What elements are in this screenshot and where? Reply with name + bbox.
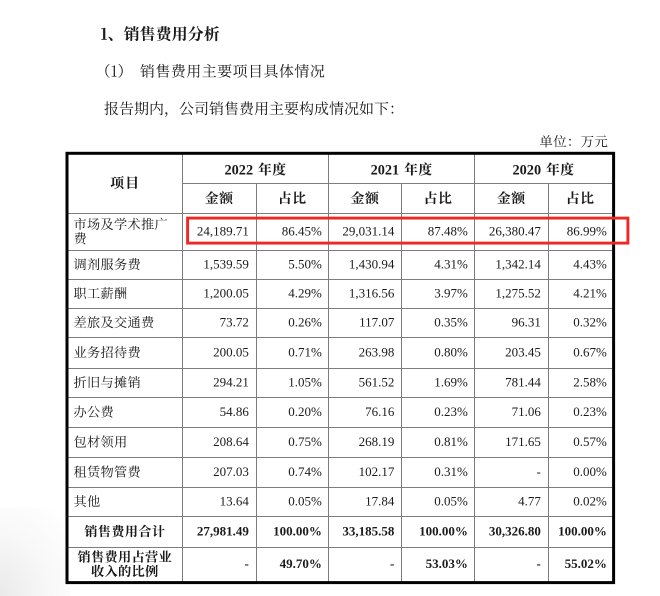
- svg-text:100.00%: 100.00%: [419, 523, 468, 538]
- svg-text:0.81%: 0.81%: [434, 434, 468, 449]
- svg-text:4.43%: 4.43%: [573, 256, 607, 271]
- svg-text:86.45%: 86.45%: [282, 223, 322, 238]
- svg-text:27,981.49: 27,981.49: [197, 523, 250, 538]
- svg-text:1,200.05: 1,200.05: [203, 285, 249, 300]
- svg-text:0.80%: 0.80%: [434, 344, 468, 359]
- svg-text:781.44: 781.44: [505, 374, 541, 389]
- svg-text:0.74%: 0.74%: [288, 464, 322, 479]
- svg-text:4.21%: 4.21%: [573, 285, 607, 300]
- svg-text:29,031.14: 29,031.14: [342, 223, 395, 238]
- svg-text:53.03%: 53.03%: [426, 556, 468, 571]
- svg-text:0.05%: 0.05%: [434, 493, 468, 508]
- svg-text:294.21: 294.21: [213, 374, 249, 389]
- svg-text:0.32%: 0.32%: [573, 314, 607, 329]
- svg-text:117.07: 117.07: [359, 314, 395, 329]
- svg-text:-: -: [245, 556, 249, 571]
- svg-text:96.31: 96.31: [512, 314, 541, 329]
- svg-text:86.99%: 86.99%: [567, 223, 607, 238]
- svg-text:203.45: 203.45: [505, 344, 541, 359]
- svg-text:0.05%: 0.05%: [288, 493, 322, 508]
- svg-text:4.31%: 4.31%: [434, 256, 468, 271]
- svg-text:0.57%: 0.57%: [573, 434, 607, 449]
- svg-text:2.58%: 2.58%: [573, 374, 607, 389]
- svg-text:24,189.71: 24,189.71: [197, 223, 249, 238]
- svg-text:54.86: 54.86: [220, 404, 250, 419]
- svg-text:-: -: [537, 464, 541, 479]
- svg-text:0.75%: 0.75%: [288, 434, 322, 449]
- svg-text:76.16: 76.16: [365, 404, 395, 419]
- svg-text:0.23%: 0.23%: [434, 404, 468, 419]
- svg-text:1,539.59: 1,539.59: [203, 256, 249, 271]
- svg-text:171.65: 171.65: [505, 434, 541, 449]
- svg-text:102.17: 102.17: [359, 464, 395, 479]
- svg-text:208.64: 208.64: [213, 434, 249, 449]
- svg-text:1,316.56: 1,316.56: [349, 285, 395, 300]
- svg-text:263.98: 263.98: [359, 344, 395, 359]
- svg-text:100.00%: 100.00%: [558, 523, 607, 538]
- svg-text:0.23%: 0.23%: [573, 404, 607, 419]
- svg-text:26,380.47: 26,380.47: [489, 223, 542, 238]
- svg-text:1.05%: 1.05%: [288, 374, 322, 389]
- svg-text:207.03: 207.03: [213, 464, 249, 479]
- svg-text:1,430.94: 1,430.94: [349, 256, 395, 271]
- svg-text:17.84: 17.84: [365, 493, 395, 508]
- svg-text:0.00%: 0.00%: [573, 464, 607, 479]
- svg-text:200.05: 200.05: [213, 344, 249, 359]
- svg-text:13.64: 13.64: [220, 493, 250, 508]
- svg-text:268.19: 268.19: [359, 434, 395, 449]
- svg-text:3.97%: 3.97%: [434, 285, 468, 300]
- svg-text:0.26%: 0.26%: [288, 314, 322, 329]
- svg-text:-: -: [390, 556, 394, 571]
- svg-text:2020: 2020: [513, 162, 542, 178]
- svg-text:2022: 2022: [225, 162, 254, 178]
- svg-text:-: -: [537, 556, 541, 571]
- svg-text:87.48%: 87.48%: [428, 223, 468, 238]
- svg-text:33,185.58: 33,185.58: [342, 523, 395, 538]
- svg-text:100.00%: 100.00%: [273, 523, 322, 538]
- svg-text:0.02%: 0.02%: [573, 493, 607, 508]
- svg-text:0.35%: 0.35%: [434, 314, 468, 329]
- svg-text:0.20%: 0.20%: [288, 404, 322, 419]
- svg-text:0.67%: 0.67%: [573, 344, 607, 359]
- svg-text:1,342.14: 1,342.14: [495, 256, 541, 271]
- svg-text:5.50%: 5.50%: [288, 256, 322, 271]
- svg-text:55.02%: 55.02%: [565, 556, 607, 571]
- svg-text:561.52: 561.52: [359, 374, 395, 389]
- svg-text:4.77: 4.77: [518, 493, 541, 508]
- svg-text:2021: 2021: [371, 162, 400, 178]
- svg-text:0.71%: 0.71%: [288, 344, 322, 359]
- svg-text:1,275.52: 1,275.52: [495, 285, 541, 300]
- svg-text:49.70%: 49.70%: [280, 556, 322, 571]
- svg-text:71.06: 71.06: [512, 404, 542, 419]
- svg-text:4.29%: 4.29%: [288, 285, 322, 300]
- svg-text:1.69%: 1.69%: [434, 374, 468, 389]
- svg-text:73.72: 73.72: [220, 314, 249, 329]
- svg-text:30,326.80: 30,326.80: [489, 523, 541, 538]
- svg-text:0.31%: 0.31%: [434, 464, 468, 479]
